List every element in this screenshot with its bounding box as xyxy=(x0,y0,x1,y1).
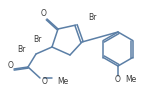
Text: Me: Me xyxy=(125,75,136,84)
Text: O: O xyxy=(8,61,14,69)
Text: Br: Br xyxy=(34,36,42,45)
Text: Br: Br xyxy=(18,45,26,55)
Text: O: O xyxy=(115,75,121,84)
Text: Me: Me xyxy=(57,78,68,87)
Text: Br: Br xyxy=(88,13,96,23)
Text: O: O xyxy=(41,10,47,19)
Text: O: O xyxy=(42,78,48,87)
